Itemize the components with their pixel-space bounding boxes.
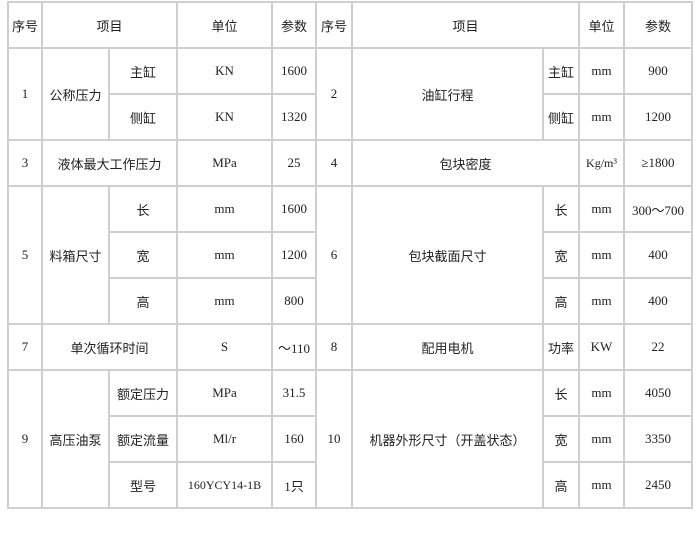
value: 22 [623, 323, 693, 371]
header-row: 序号 项目 单位 参数 序号 项目 单位 参数 [7, 1, 693, 49]
row-no: 10 [315, 369, 353, 509]
row-item: 机器外形尺寸（开盖状态） [351, 369, 544, 509]
table-row: 7 单次循环时间 S ～110 8 配用电机 功率 KW 22 [7, 323, 693, 371]
value: 900 [623, 47, 693, 95]
table-row: 3 液体最大工作压力 MPa 25 4 包块密度 Kg/m³ ≥1800 [7, 139, 693, 187]
unit: mm [578, 231, 625, 279]
sub-item: 侧缸 [108, 93, 178, 141]
header-no: 序号 [315, 1, 353, 49]
row-item: 单次循环时间 [41, 323, 178, 371]
row-item: 料箱尺寸 [41, 185, 110, 325]
row-item: 包块密度 [351, 139, 580, 187]
sub-item: 主缸 [108, 47, 178, 95]
sub-item: 侧缸 [542, 93, 580, 141]
unit: mm [176, 231, 273, 279]
unit: mm [578, 277, 625, 325]
header-unit: 单位 [578, 1, 625, 49]
sub-item: 长 [108, 185, 178, 233]
unit: KW [578, 323, 625, 371]
unit: mm [578, 47, 625, 95]
row-no: 9 [7, 369, 43, 509]
row-item: 包块截面尺寸 [351, 185, 544, 325]
row-item: 配用电机 [351, 323, 544, 371]
spec-table: 序号 项目 单位 参数 序号 项目 单位 参数 1 公称压力 主缸 KN 160… [7, 1, 693, 509]
row-no: 8 [315, 323, 353, 371]
row-item: 高压油泵 [41, 369, 110, 509]
value: 1200 [623, 93, 693, 141]
unit: S [176, 323, 273, 371]
header-param: 参数 [271, 1, 317, 49]
sub-item: 高 [108, 277, 178, 325]
sub-item: 长 [542, 369, 580, 417]
value: 31.5 [271, 369, 317, 417]
sub-item: 型号 [108, 461, 178, 509]
sub-item: 额定流量 [108, 415, 178, 463]
header-unit: 单位 [176, 1, 273, 49]
sub-item: 额定压力 [108, 369, 178, 417]
unit: KN [176, 47, 273, 95]
sub-item: 高 [542, 461, 580, 509]
table-row: 1 公称压力 主缸 KN 1600 2 油缸行程 主缸 mm 900 [7, 47, 693, 141]
row-no: 4 [315, 139, 353, 187]
value: 1只 [271, 461, 317, 509]
table-row: 侧缸 KN 1320 侧缸 mm 1200 [8, 93, 693, 141]
sub-item: 宽 [542, 231, 580, 279]
value: 1600 [271, 185, 317, 233]
value: 1600 [271, 47, 317, 95]
sub-item: 长 [542, 185, 580, 233]
table-row: 高 mm 800 高 mm 400 [8, 277, 693, 325]
unit: mm [578, 415, 625, 463]
unit: mm [578, 461, 625, 509]
value: 25 [271, 139, 317, 187]
unit: KN [176, 93, 273, 141]
header-param: 参数 [623, 1, 693, 49]
unit: mm [578, 185, 625, 233]
unit: MPa [176, 369, 273, 417]
sub-item: 主缸 [542, 47, 580, 95]
value: 400 [623, 277, 693, 325]
sub-item: 宽 [542, 415, 580, 463]
unit: mm [176, 277, 273, 325]
value: ≥1800 [623, 139, 693, 187]
unit: mm [176, 185, 273, 233]
header-item: 项目 [351, 1, 580, 49]
row-no: 1 [7, 47, 43, 141]
sub-item: 宽 [108, 231, 178, 279]
unit: Ml/r [176, 415, 273, 463]
table-row: 宽 mm 1200 宽 mm 400 [8, 231, 693, 279]
value: 1200 [271, 231, 317, 279]
value: 1320 [271, 93, 317, 141]
value: 800 [271, 277, 317, 325]
row-no: 3 [7, 139, 43, 187]
sub-item: 功率 [542, 323, 580, 371]
row-item: 公称压力 [41, 47, 110, 141]
value: 300～700 [623, 185, 693, 233]
row-no: 5 [7, 185, 43, 325]
unit: mm [578, 93, 625, 141]
unit: Kg/m³ [578, 139, 625, 187]
table-row: 5 料箱尺寸 长 mm 1600 6 包块截面尺寸 长 mm 300～700 [7, 185, 693, 325]
row-no: 7 [7, 323, 43, 371]
table-row: 型号 160YCY14-1B 1只 高 mm 2450 [8, 461, 693, 509]
table-row: 9 高压油泵 额定压力 MPa 31.5 10 机器外形尺寸（开盖状态） 长 m… [7, 369, 693, 509]
value: ～110 [271, 323, 317, 371]
value: 4050 [623, 369, 693, 417]
row-no: 2 [315, 47, 353, 141]
row-item: 油缸行程 [351, 47, 544, 141]
sub-item: 高 [542, 277, 580, 325]
unit: 160YCY14-1B [176, 461, 273, 509]
row-no: 6 [315, 185, 353, 325]
value: 2450 [623, 461, 693, 509]
value: 400 [623, 231, 693, 279]
unit: MPa [176, 139, 273, 187]
header-no: 序号 [7, 1, 43, 49]
header-item: 项目 [41, 1, 178, 49]
value: 160 [271, 415, 317, 463]
value: 3350 [623, 415, 693, 463]
unit: mm [578, 369, 625, 417]
row-item: 液体最大工作压力 [41, 139, 178, 187]
table-row: 额定流量 Ml/r 160 宽 mm 3350 [8, 415, 693, 463]
